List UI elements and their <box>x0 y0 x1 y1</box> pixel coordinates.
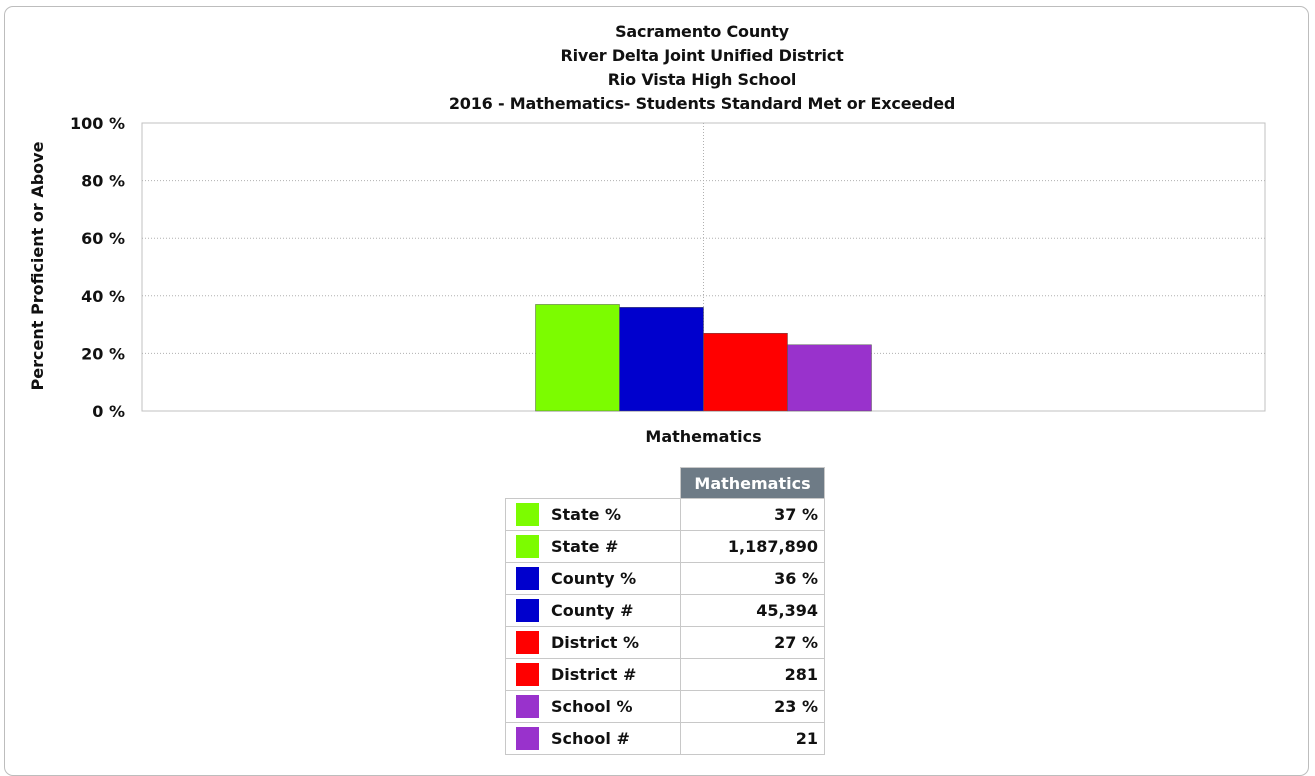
y-tick-label: 60 % <box>81 229 125 248</box>
row-value: 1,187,890 <box>680 530 825 563</box>
row-label: School % <box>551 697 633 716</box>
row-value: 45,394 <box>680 594 825 627</box>
row-value: 23 % <box>680 690 825 723</box>
row-label-cell: School % <box>505 690 681 723</box>
x-axis-label: Mathematics <box>645 427 761 446</box>
data-table: Mathematics State % 37 % State #1,187,890 C… <box>505 467 825 755</box>
table-corner <box>505 467 681 499</box>
legend-swatch <box>516 631 539 654</box>
legend-swatch <box>516 535 539 558</box>
row-value: 37 % <box>680 498 825 531</box>
table-row: State % 37 % <box>505 498 825 531</box>
chart-title-district: River Delta Joint Unified District <box>560 46 844 65</box>
row-label: School # <box>551 729 630 748</box>
table-row: School # 21 <box>505 722 825 755</box>
row-label-cell: County % <box>505 562 681 595</box>
y-tick-label: 80 % <box>81 172 125 191</box>
bar-district <box>703 332 788 412</box>
y-axis-label: Percent Proficient or Above <box>28 141 47 390</box>
row-value: 21 <box>680 722 825 755</box>
table-row: State # 1,187,890 <box>505 530 825 563</box>
legend-swatch <box>516 567 539 590</box>
legend-swatch <box>516 663 539 686</box>
table-row: District # 281 <box>505 658 825 691</box>
row-label-cell: District % <box>505 626 681 659</box>
row-label-cell: State % <box>505 498 681 531</box>
table-row: County % 36 % <box>505 562 825 595</box>
legend-swatch <box>516 727 539 750</box>
chart-titles: Sacramento County River Delta Joint Unif… <box>0 20 1315 116</box>
row-value: 281 <box>680 658 825 691</box>
table-row: County # 45,394 <box>505 594 825 627</box>
row-label: District # <box>551 665 637 684</box>
y-tick-label: 40 % <box>81 287 125 306</box>
row-label-cell: County # <box>505 594 681 627</box>
bar-county <box>619 307 704 412</box>
table-row: District % 27 % <box>505 626 825 659</box>
table-header: Mathematics <box>680 467 825 499</box>
legend-swatch <box>516 695 539 718</box>
row-label: State # <box>551 537 619 556</box>
row-label: County % <box>551 569 637 588</box>
y-tick-label: 20 % <box>81 344 125 363</box>
row-label-cell: State # <box>505 530 681 563</box>
row-value: 36 % <box>680 562 825 595</box>
y-tick-label: 100 % <box>70 114 125 133</box>
row-label: County # <box>551 601 634 620</box>
table-row: School % 23 % <box>505 690 825 723</box>
bar-school <box>787 344 872 412</box>
row-value: 27 % <box>680 626 825 659</box>
row-label: State % <box>551 505 622 524</box>
chart-title-subject: 2016 - Mathematics- Students Standard Me… <box>448 94 956 113</box>
row-label-cell: District # <box>505 658 681 691</box>
legend-swatch <box>516 599 539 622</box>
row-label: District % <box>551 633 640 652</box>
bar-state <box>535 304 620 412</box>
y-tick-label: 0 % <box>92 402 125 421</box>
bar-chart: 0 % 20 % 40 % 60 % 80 % 100 % Mathematics Perce… <box>28 114 1266 446</box>
row-label-cell: School # <box>505 722 681 755</box>
legend-swatch <box>516 503 539 526</box>
chart-title-county: Sacramento County <box>615 22 789 41</box>
chart-title-school: Rio Vista High School <box>607 70 797 89</box>
